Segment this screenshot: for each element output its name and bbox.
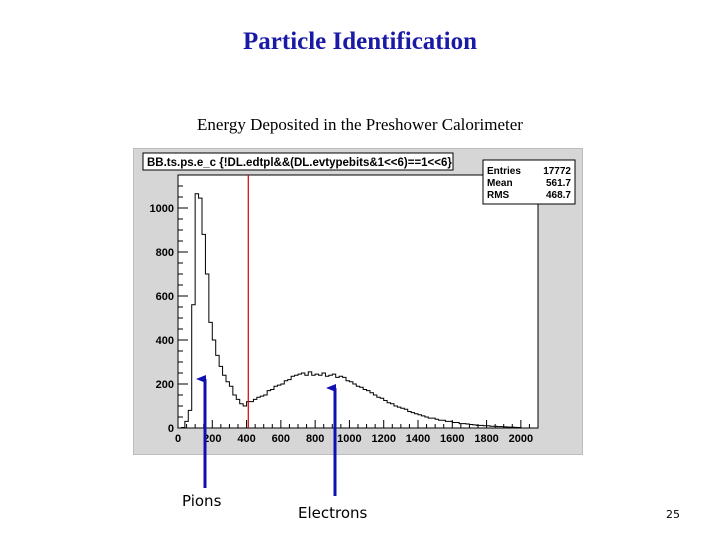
- electrons-label: Electrons: [298, 504, 368, 522]
- y-tick-label: 600: [156, 291, 174, 303]
- stats-value: 561.7: [546, 178, 571, 189]
- slide-title: Particle Identification: [243, 28, 477, 55]
- stats-value: 468.7: [546, 190, 571, 201]
- histogram-chart: 0 200 400 600 800 1000 1200 1400 1600 1800 2000 0 20…: [142, 152, 576, 445]
- x-tick-label: 0: [175, 433, 181, 445]
- x-tick-label: 600: [272, 433, 290, 445]
- histogram-series-line: [178, 193, 522, 429]
- x-tick-label: 800: [306, 433, 324, 445]
- x-tick-label: 1600: [440, 433, 464, 445]
- histogram-title: BB.ts.ps.e_c {!DL.edtpl&&(DL.evtypebits&…: [147, 157, 452, 169]
- x-tick-label: 2000: [509, 433, 533, 445]
- page-number: 25: [666, 508, 680, 521]
- y-tick-label: 800: [156, 247, 174, 259]
- stats-value: 17772: [543, 166, 571, 177]
- plot-area: [177, 174, 539, 429]
- histogram-title-box: [142, 152, 454, 171]
- stats-label: RMS: [487, 190, 510, 201]
- chart-subtitle: Energy Deposited in the Preshower Calori…: [197, 115, 523, 134]
- y-tick-label: 200: [156, 379, 174, 391]
- x-tick-label: 1000: [337, 433, 361, 445]
- x-tick-label: 1800: [474, 433, 498, 445]
- stats-box: [482, 159, 576, 205]
- y-tick-label: 400: [156, 335, 174, 347]
- x-tick-label: 1200: [371, 433, 395, 445]
- x-tick-label: 200: [203, 433, 221, 445]
- x-tick-label: 400: [237, 433, 255, 445]
- pions-label: Pions: [182, 492, 222, 510]
- x-tick-label: 1400: [406, 433, 430, 445]
- y-tick-label: 1000: [150, 203, 174, 215]
- stats-label: Mean: [487, 178, 513, 189]
- y-tick-label: 0: [168, 423, 174, 435]
- stats-label: Entries: [487, 166, 521, 177]
